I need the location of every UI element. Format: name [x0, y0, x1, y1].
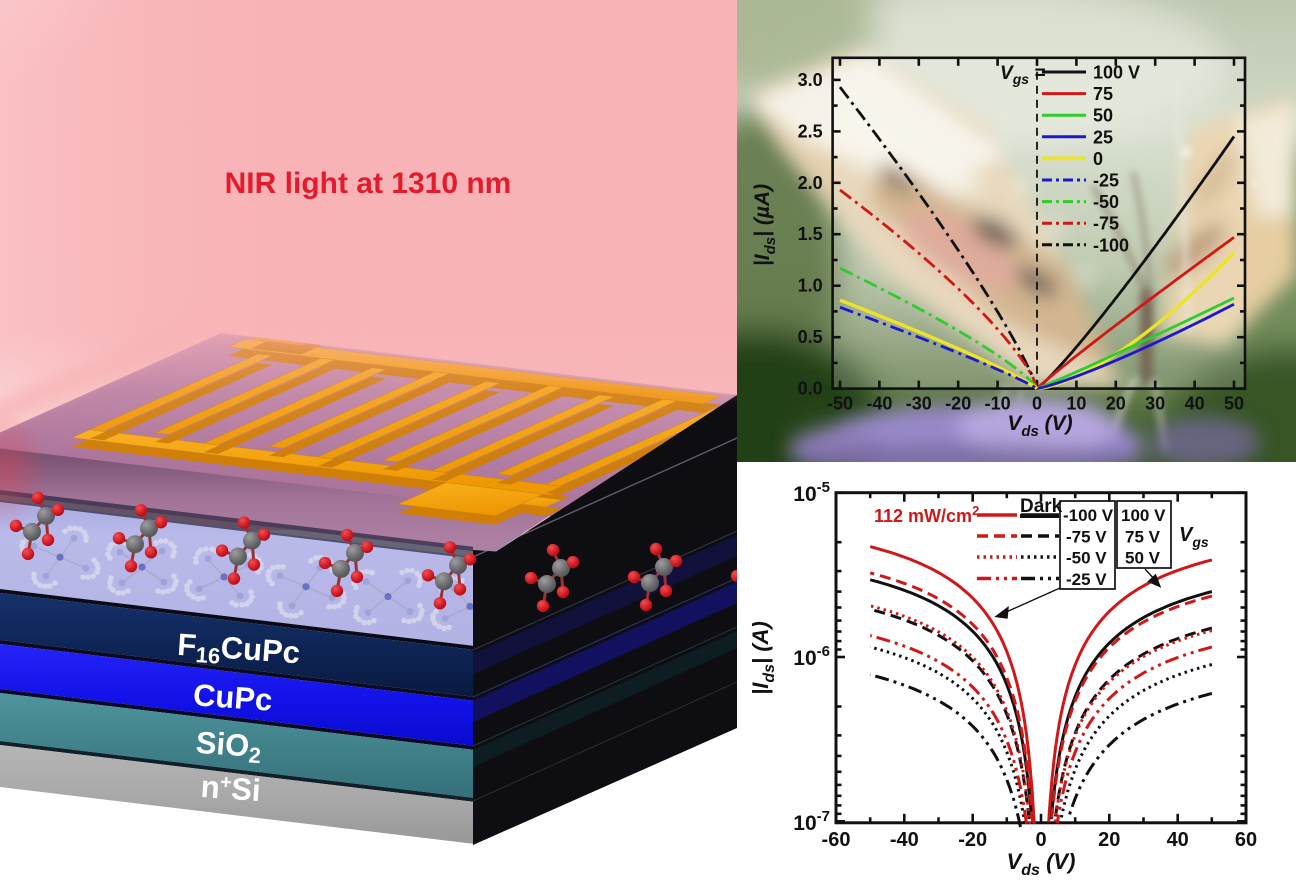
- svg-text:100 V: 100 V: [1093, 63, 1140, 83]
- svg-text:-10: -10: [985, 394, 1011, 414]
- svg-text:60: 60: [1235, 829, 1257, 851]
- svg-text:3.0: 3.0: [798, 70, 823, 90]
- svg-text:50 V: 50 V: [1125, 549, 1161, 568]
- svg-text:0: 0: [1032, 394, 1042, 414]
- svg-text:-25: -25: [1093, 171, 1119, 191]
- svg-text:-25 V: -25 V: [1066, 570, 1107, 589]
- svg-text:-60: -60: [822, 829, 851, 851]
- svg-text:10: 10: [1066, 394, 1086, 414]
- svg-text:40: 40: [1185, 394, 1205, 414]
- svg-text:0: 0: [1093, 149, 1103, 169]
- svg-text:-50 V: -50 V: [1066, 549, 1107, 568]
- svg-text:Dark: Dark: [1020, 496, 1063, 517]
- svg-text:0.0: 0.0: [798, 379, 823, 399]
- svg-text:-75: -75: [1093, 214, 1119, 234]
- svg-text:-40: -40: [866, 394, 892, 414]
- svg-text:2.0: 2.0: [798, 173, 823, 193]
- svg-text:n+Si: n+Si: [200, 769, 262, 808]
- svg-text:-75 V: -75 V: [1066, 528, 1107, 547]
- svg-text:-40: -40: [890, 829, 919, 851]
- svg-text:40: 40: [1167, 829, 1189, 851]
- svg-text:75 V: 75 V: [1125, 528, 1161, 547]
- svg-text:CuPc: CuPc: [192, 677, 273, 717]
- svg-text:25: 25: [1093, 127, 1113, 147]
- svg-text:30: 30: [1145, 394, 1165, 414]
- svg-text:75: 75: [1093, 84, 1113, 104]
- svg-text:-20: -20: [958, 829, 987, 851]
- svg-text:-100 V: -100 V: [1063, 506, 1114, 525]
- svg-text:50: 50: [1224, 394, 1244, 414]
- svg-text:-100: -100: [1093, 235, 1129, 255]
- svg-text:0.5: 0.5: [798, 327, 823, 347]
- svg-text:10-7: 10-7: [793, 808, 830, 835]
- svg-text:-50: -50: [1093, 192, 1119, 212]
- svg-text:1.5: 1.5: [798, 224, 823, 244]
- svg-text:-30: -30: [906, 394, 932, 414]
- svg-text:100 V: 100 V: [1121, 506, 1166, 525]
- svg-text:20: 20: [1106, 394, 1126, 414]
- svg-text:112 mW/cm2: 112 mW/cm2: [874, 503, 979, 526]
- svg-text:0: 0: [1035, 829, 1046, 851]
- svg-text:-20: -20: [945, 394, 971, 414]
- svg-text:|Ids| (µA): |Ids| (µA): [751, 184, 779, 266]
- svg-text:1.0: 1.0: [798, 276, 823, 296]
- svg-text:2.5: 2.5: [798, 121, 823, 141]
- svg-text:50: 50: [1093, 106, 1113, 126]
- svg-text:-50: -50: [827, 394, 853, 414]
- svg-text:NIR light at 1310 nm: NIR light at 1310 nm: [225, 167, 512, 200]
- svg-text:20: 20: [1098, 829, 1120, 851]
